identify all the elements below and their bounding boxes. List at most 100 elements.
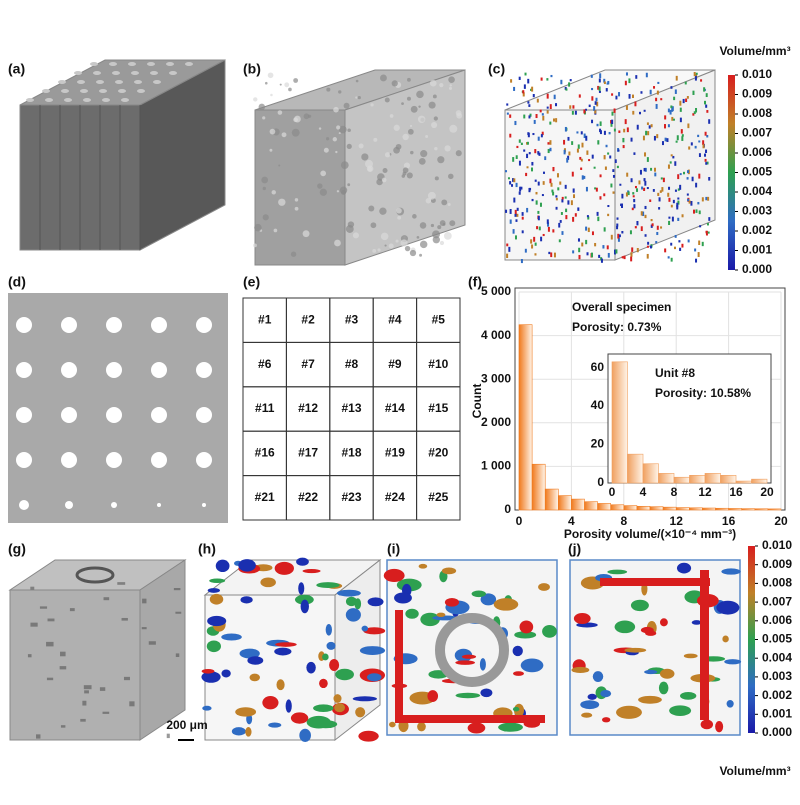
pore <box>532 94 535 98</box>
bar <box>518 324 533 511</box>
pore <box>658 207 661 210</box>
pore <box>674 89 677 94</box>
pore <box>628 94 631 99</box>
pore <box>202 705 212 711</box>
defect <box>27 654 32 658</box>
pore <box>680 692 697 700</box>
y-tick-label: 5 000 <box>481 284 511 298</box>
bar <box>571 498 585 511</box>
texture <box>347 128 351 133</box>
hole <box>106 452 122 468</box>
pore <box>679 184 682 190</box>
pore <box>655 103 658 109</box>
pore <box>602 717 611 723</box>
texture <box>368 205 375 212</box>
pore <box>666 138 669 142</box>
pore <box>640 91 643 94</box>
pore <box>598 78 601 83</box>
pore <box>553 94 556 100</box>
pore <box>686 193 689 196</box>
bar <box>704 473 721 484</box>
pore <box>645 130 648 136</box>
pore <box>618 92 621 97</box>
texture <box>271 190 276 195</box>
hole <box>19 500 29 510</box>
annotation: Unit #8 <box>655 366 695 380</box>
cell-label: #22 <box>298 490 318 504</box>
hole <box>196 362 212 378</box>
texture <box>396 207 402 214</box>
pore <box>602 245 605 249</box>
texture <box>320 170 327 177</box>
x-tick-label: 16 <box>729 485 743 499</box>
pore <box>667 108 670 113</box>
pore <box>515 219 518 222</box>
colorbar-label: 0.003 <box>762 669 792 683</box>
pore <box>722 635 729 643</box>
texture <box>294 206 299 211</box>
pore <box>606 245 609 250</box>
pore <box>221 633 242 641</box>
pore <box>603 130 606 135</box>
texture <box>384 244 387 247</box>
defect <box>142 598 147 604</box>
cell-label: #12 <box>298 401 318 415</box>
pore <box>667 124 670 128</box>
pore <box>597 216 600 222</box>
texture <box>449 124 458 133</box>
pore <box>363 627 386 635</box>
pore <box>325 623 332 636</box>
pore <box>640 626 654 634</box>
pore <box>395 610 403 720</box>
pore <box>565 208 568 213</box>
texture <box>425 135 429 138</box>
defect <box>30 586 35 590</box>
pore <box>594 110 597 114</box>
pore <box>535 114 538 119</box>
texture <box>291 128 300 137</box>
texture <box>261 176 269 184</box>
colorbar-label: 0.000 <box>742 262 772 276</box>
texture <box>430 223 435 228</box>
pore <box>705 104 708 108</box>
defect <box>36 734 41 739</box>
cube-side <box>334 558 381 742</box>
pore <box>607 569 628 575</box>
pore <box>685 98 688 102</box>
pore <box>506 103 509 106</box>
defect <box>83 685 92 690</box>
colorbar <box>748 546 755 733</box>
texture <box>397 215 402 220</box>
bar <box>649 506 664 511</box>
texture <box>355 79 359 83</box>
pore <box>537 181 540 186</box>
texture <box>448 76 455 83</box>
bar <box>531 463 546 511</box>
pore <box>636 247 639 253</box>
texture <box>439 220 446 226</box>
pore <box>616 165 619 169</box>
pore <box>661 141 664 146</box>
pore <box>569 79 572 82</box>
pore <box>533 236 536 242</box>
panel-label: (j) <box>568 541 581 557</box>
pore <box>669 161 672 164</box>
cell-label: #13 <box>341 401 361 415</box>
colorbar-label: 0.004 <box>762 650 792 664</box>
pore <box>624 80 627 86</box>
hole <box>75 566 115 584</box>
pore <box>553 252 556 258</box>
pore <box>519 620 534 634</box>
pore <box>506 243 509 247</box>
pore <box>571 666 590 674</box>
panel-label: (e) <box>243 274 260 290</box>
x-tick-label: 16 <box>722 514 736 528</box>
pore <box>698 173 701 179</box>
pore <box>531 167 534 172</box>
pore <box>511 184 514 187</box>
pore <box>552 191 555 196</box>
texture <box>412 214 417 219</box>
pore <box>583 175 586 179</box>
texture <box>336 125 341 130</box>
hole <box>83 98 91 102</box>
